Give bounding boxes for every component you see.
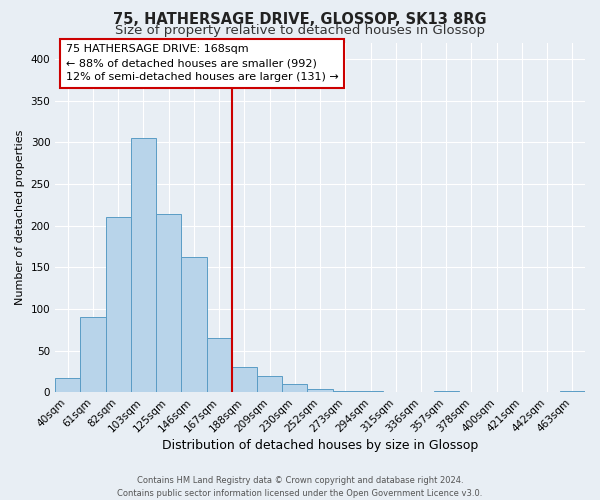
Bar [232, 367, 257, 392]
Bar [55, 378, 80, 392]
Text: Size of property relative to detached houses in Glossop: Size of property relative to detached ho… [115, 24, 485, 37]
Bar [307, 389, 332, 392]
Bar [434, 390, 459, 392]
X-axis label: Distribution of detached houses by size in Glossop: Distribution of detached houses by size … [162, 440, 478, 452]
Text: Contains HM Land Registry data © Crown copyright and database right 2024.
Contai: Contains HM Land Registry data © Crown c… [118, 476, 482, 498]
Bar [131, 138, 156, 392]
Y-axis label: Number of detached properties: Number of detached properties [15, 130, 25, 305]
Bar [560, 390, 585, 392]
Bar [181, 258, 206, 392]
Text: 75, HATHERSAGE DRIVE, GLOSSOP, SK13 8RG: 75, HATHERSAGE DRIVE, GLOSSOP, SK13 8RG [113, 12, 487, 28]
Bar [282, 384, 307, 392]
Bar [80, 318, 106, 392]
Bar [257, 376, 282, 392]
Bar [156, 214, 181, 392]
Bar [332, 390, 358, 392]
Bar [106, 216, 131, 392]
Text: 75 HATHERSAGE DRIVE: 168sqm
← 88% of detached houses are smaller (992)
12% of se: 75 HATHERSAGE DRIVE: 168sqm ← 88% of det… [66, 44, 338, 82]
Bar [206, 338, 232, 392]
